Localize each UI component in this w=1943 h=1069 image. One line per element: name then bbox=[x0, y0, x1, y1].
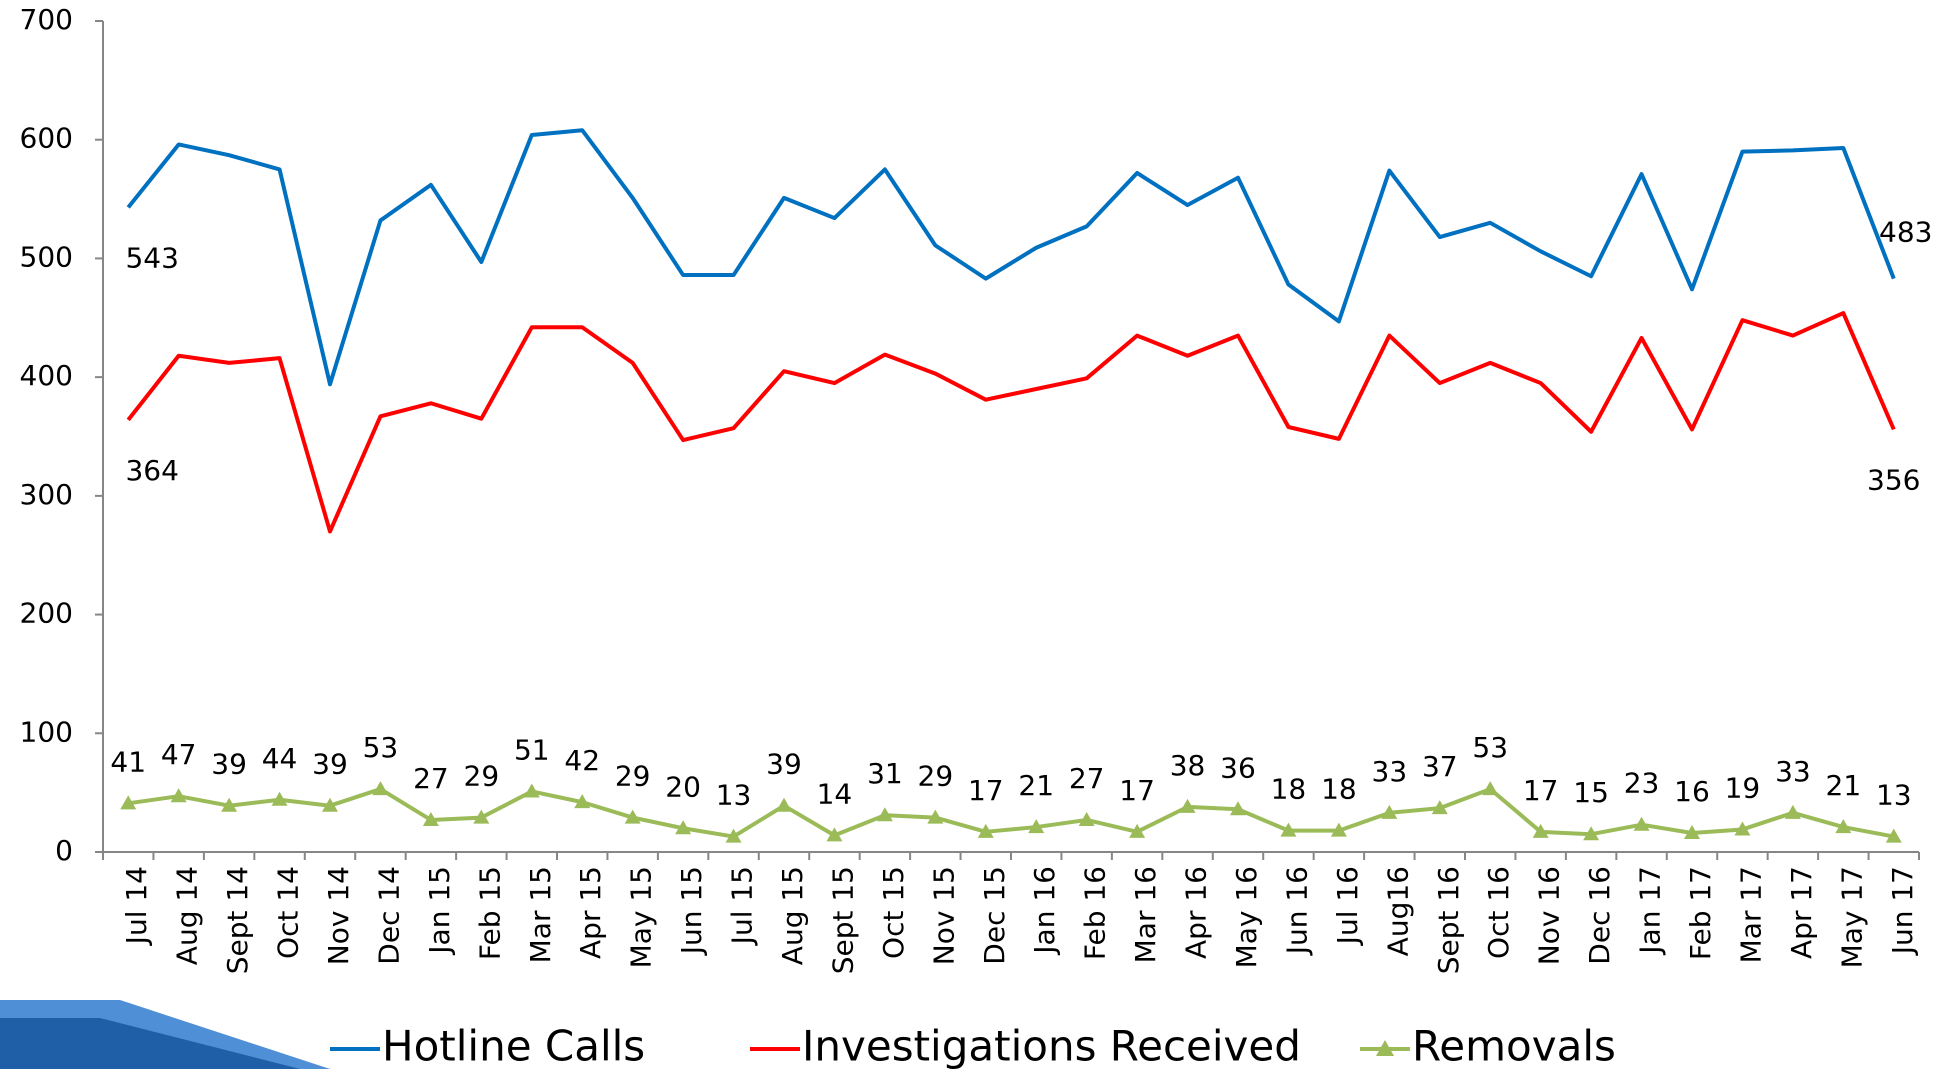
marker bbox=[372, 781, 388, 795]
data-label: 18 bbox=[1321, 773, 1357, 806]
x-tick-label: Jun 15 bbox=[675, 866, 708, 956]
legend-label: Hotline Calls bbox=[382, 1022, 645, 1069]
data-label: 31 bbox=[867, 757, 903, 790]
x-tick-label: Sept 16 bbox=[1432, 866, 1465, 974]
x-tick-label: Mar 16 bbox=[1129, 866, 1162, 963]
x-tick-label: Jun 17 bbox=[1886, 866, 1919, 956]
x-tick-label: Feb 16 bbox=[1079, 866, 1112, 960]
x-tick-label: Mar 17 bbox=[1734, 866, 1767, 963]
x-tick-label: Nov 15 bbox=[927, 866, 960, 965]
data-label: 483 bbox=[1879, 216, 1932, 249]
x-tick-label: May 16 bbox=[1230, 866, 1263, 968]
data-label: 53 bbox=[1472, 731, 1508, 764]
data-label: 356 bbox=[1867, 463, 1920, 496]
y-tick-label: 100 bbox=[20, 715, 73, 748]
x-tick-label: Apr 15 bbox=[574, 866, 607, 959]
x-tick-label: Apr 17 bbox=[1785, 866, 1818, 959]
x-tick-label: Sept 15 bbox=[826, 866, 859, 974]
y-tick-label: 200 bbox=[20, 597, 73, 630]
x-tick-label: Aug16 bbox=[1381, 866, 1414, 956]
data-label: 51 bbox=[514, 733, 550, 766]
y-tick-label: 700 bbox=[20, 3, 73, 36]
x-tick-label: Jan 15 bbox=[423, 866, 456, 956]
data-label: 21 bbox=[1018, 769, 1054, 802]
x-tick-label: Dec 14 bbox=[372, 866, 405, 965]
data-label: 14 bbox=[817, 777, 853, 810]
x-tick-label: Apr 16 bbox=[1180, 866, 1213, 959]
x-tick-label: Aug 14 bbox=[171, 866, 204, 965]
x-tick-label: Feb 17 bbox=[1684, 866, 1717, 960]
x-tick-label: Oct 16 bbox=[1482, 866, 1515, 959]
x-tick-label: Sept 14 bbox=[221, 866, 254, 974]
data-label: 27 bbox=[1069, 762, 1105, 795]
data-label: 543 bbox=[125, 241, 178, 274]
data-label: 42 bbox=[564, 744, 600, 777]
x-tick-label: Oct 15 bbox=[877, 866, 910, 959]
x-tick-label: Oct 14 bbox=[272, 866, 305, 959]
data-label: 39 bbox=[766, 748, 802, 781]
x-tick-label: Feb 15 bbox=[473, 866, 506, 960]
data-label: 15 bbox=[1573, 776, 1609, 809]
data-label: 36 bbox=[1220, 751, 1256, 784]
y-tick-label: 300 bbox=[20, 478, 73, 511]
x-tick-label: Aug 15 bbox=[776, 866, 809, 965]
data-label: 29 bbox=[464, 760, 500, 793]
data-label: 53 bbox=[363, 731, 399, 764]
y-tick-label: 500 bbox=[20, 240, 73, 273]
series-line bbox=[128, 313, 1894, 531]
x-tick-label: Jul 16 bbox=[1331, 866, 1364, 946]
marker bbox=[1482, 781, 1498, 795]
data-label: 19 bbox=[1725, 771, 1761, 804]
data-label: 17 bbox=[968, 774, 1004, 807]
data-label: 41 bbox=[110, 745, 146, 778]
x-tick-label: Nov 14 bbox=[322, 866, 355, 965]
y-tick-label: 0 bbox=[55, 834, 73, 867]
data-label: 18 bbox=[1271, 773, 1307, 806]
data-label: 13 bbox=[1876, 779, 1912, 812]
data-label: 33 bbox=[1372, 755, 1408, 788]
data-label: 364 bbox=[125, 454, 178, 487]
x-tick-label: Jan 16 bbox=[1028, 866, 1061, 956]
x-tick-label: Jan 17 bbox=[1634, 866, 1667, 956]
y-tick-label: 600 bbox=[20, 122, 73, 155]
x-tick-label: Mar 15 bbox=[524, 866, 557, 963]
legend-label: Removals bbox=[1412, 1022, 1616, 1069]
data-label: 39 bbox=[312, 748, 348, 781]
x-tick-label: Dec 15 bbox=[978, 866, 1011, 965]
data-label: 39 bbox=[211, 748, 247, 781]
chart: Hotline Calls Investigations Received Remo… bbox=[0, 0, 1943, 1069]
data-label: 27 bbox=[413, 762, 449, 795]
series-line bbox=[128, 130, 1894, 384]
data-label: 38 bbox=[1170, 749, 1206, 782]
x-tick-label: Dec 16 bbox=[1583, 866, 1616, 965]
x-tick-label: Nov 16 bbox=[1533, 866, 1566, 965]
y-tick-label: 400 bbox=[20, 359, 73, 392]
data-label: 17 bbox=[1523, 774, 1559, 807]
data-label: 16 bbox=[1674, 775, 1710, 808]
data-label: 44 bbox=[262, 742, 298, 775]
legend-label: Investigations Received bbox=[802, 1022, 1301, 1069]
data-label: 37 bbox=[1422, 750, 1458, 783]
marker bbox=[776, 798, 792, 812]
data-label: 47 bbox=[161, 738, 197, 771]
x-tick-label: May 15 bbox=[625, 866, 658, 968]
marker bbox=[524, 783, 540, 797]
x-tick-label: May 17 bbox=[1835, 866, 1868, 968]
x-tick-label: Jul 15 bbox=[726, 866, 759, 946]
x-tick-label: Jun 16 bbox=[1280, 866, 1313, 956]
data-label: 20 bbox=[665, 770, 701, 803]
data-label: 33 bbox=[1775, 755, 1811, 788]
data-label: 23 bbox=[1624, 767, 1660, 800]
marker bbox=[1785, 805, 1801, 819]
legend: Hotline Calls Investigations Received Remo… bbox=[330, 1022, 1616, 1069]
data-label: 29 bbox=[615, 760, 651, 793]
data-label: 29 bbox=[918, 760, 954, 793]
data-label: 21 bbox=[1826, 769, 1862, 802]
x-tick-label: Jul 14 bbox=[120, 866, 153, 946]
data-label: 13 bbox=[716, 779, 752, 812]
data-label: 17 bbox=[1119, 774, 1155, 807]
